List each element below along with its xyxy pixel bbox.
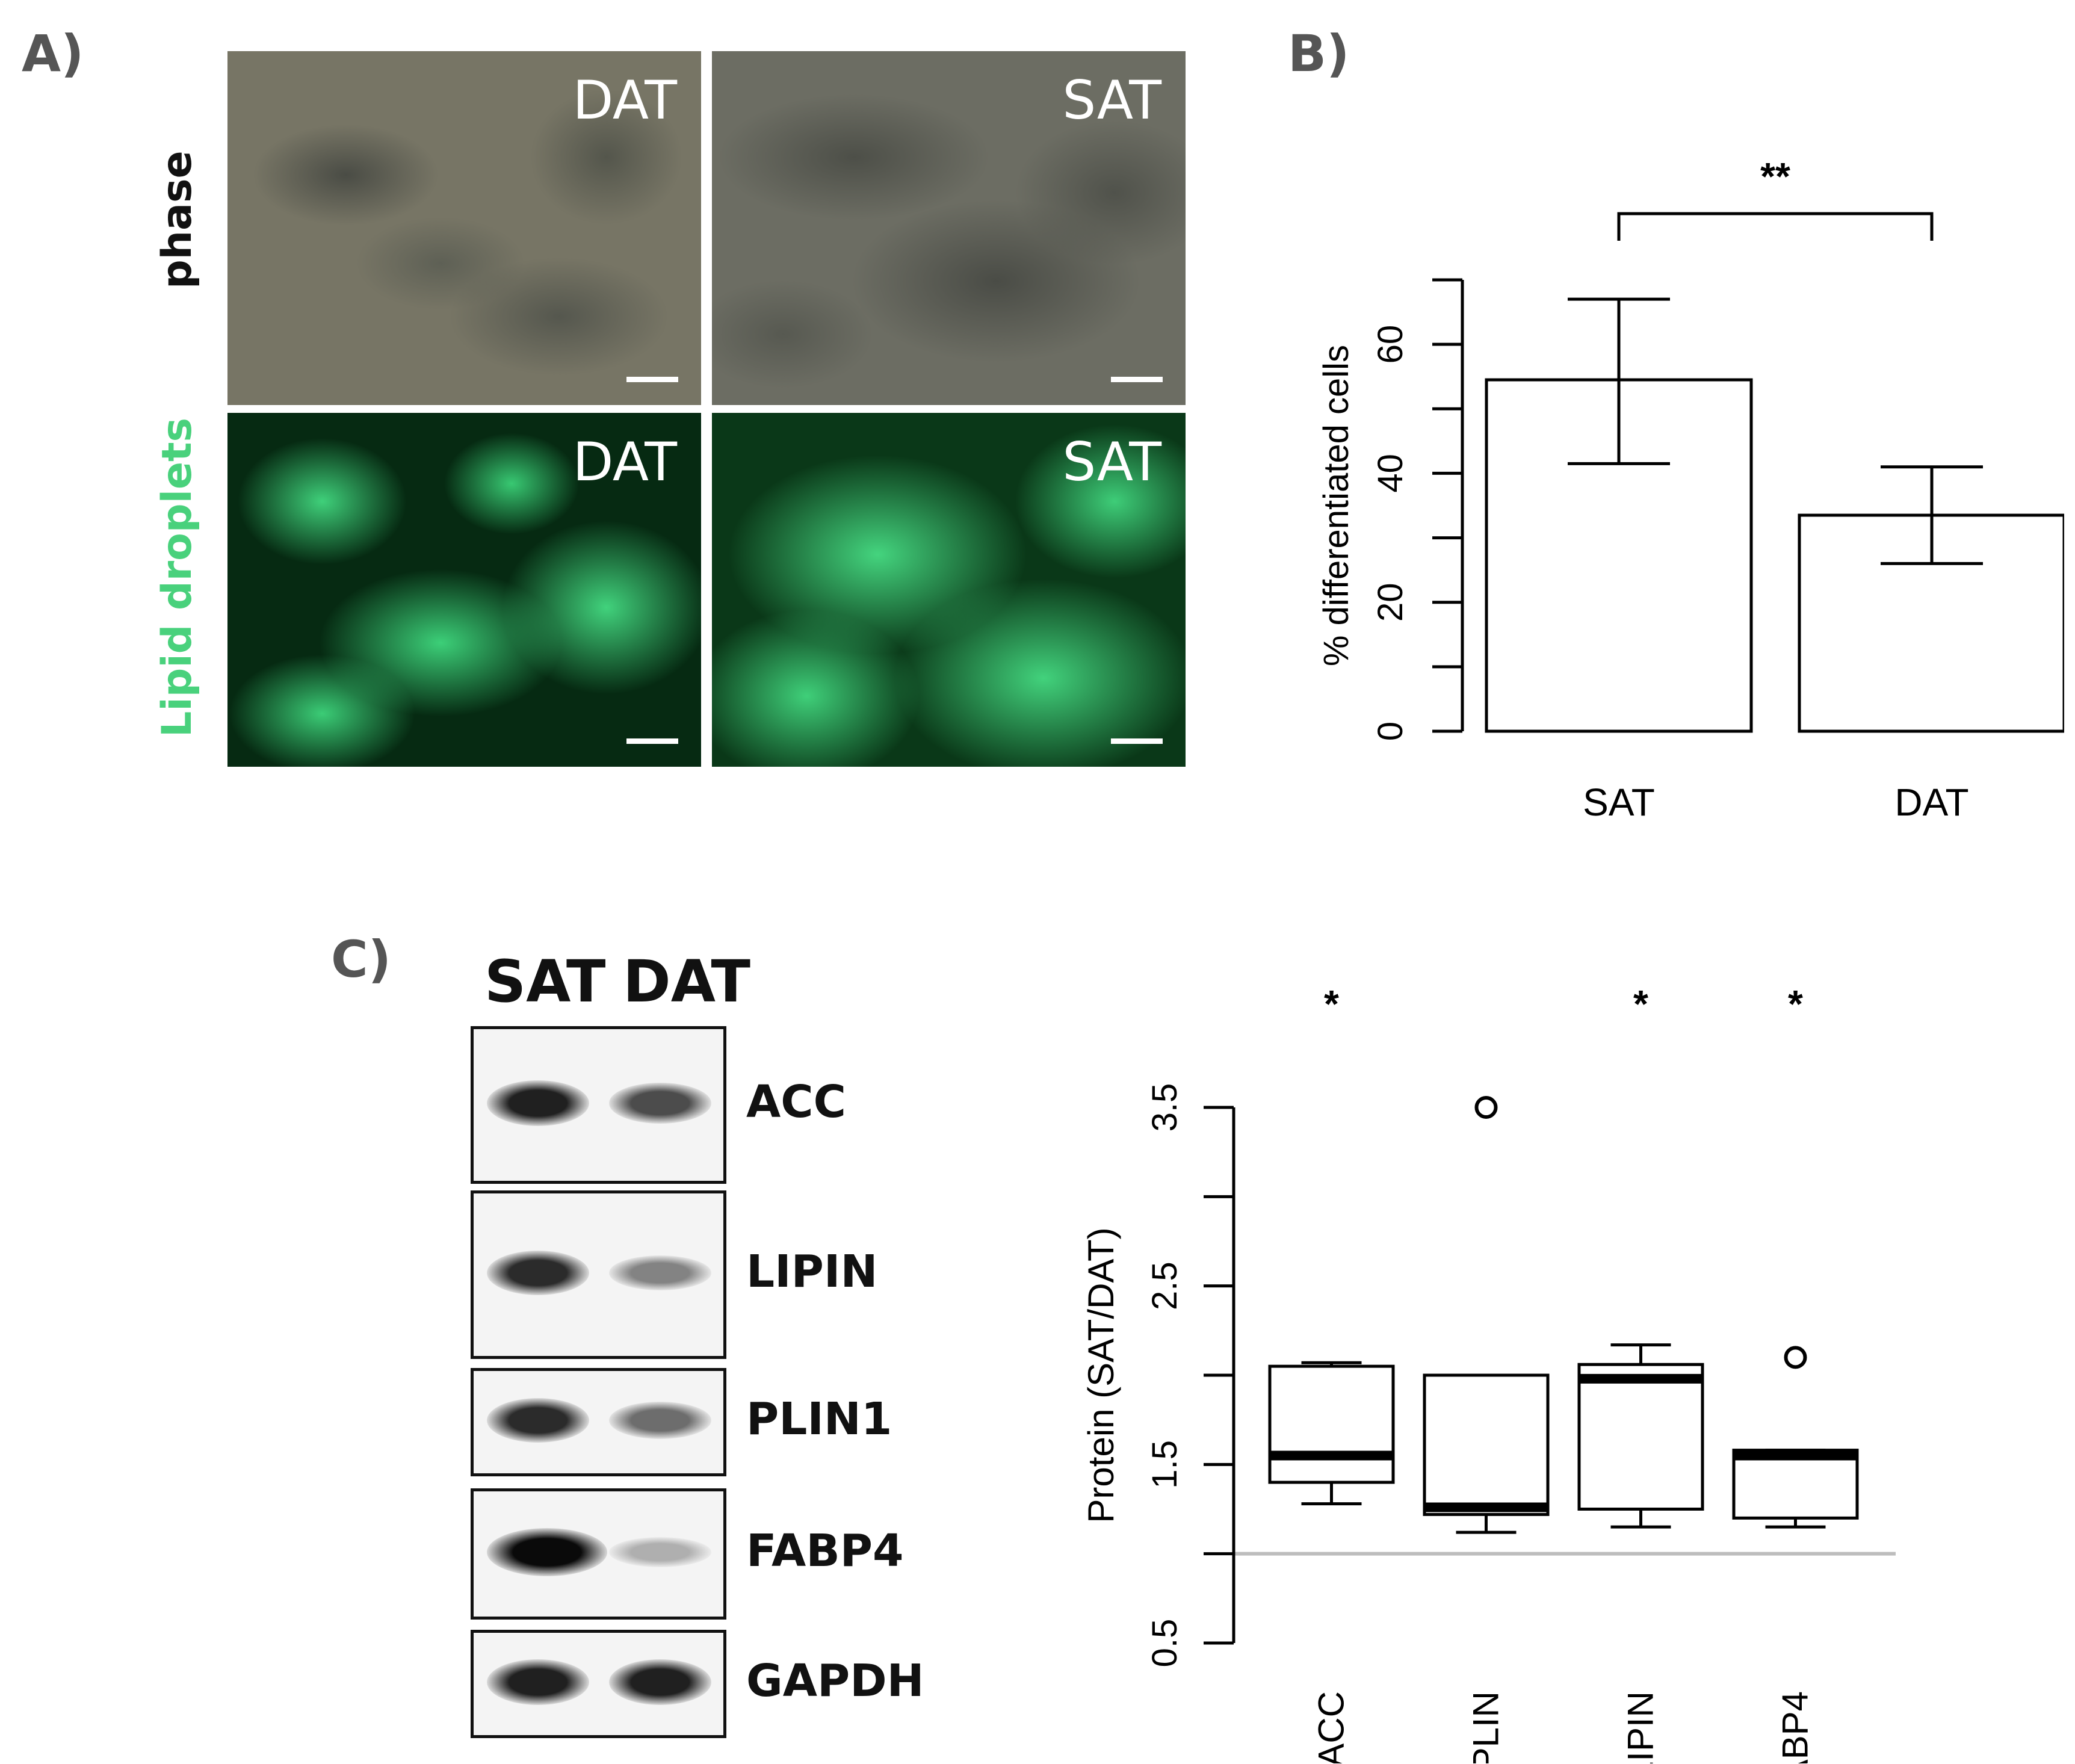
box-plot-c: 0.5 1.5 2.5 3.5 Protein (SAT/DAT) ACC * PLIN LIP… — [1081, 982, 1896, 1763]
scale-bar — [626, 377, 678, 382]
x-tick-label: DAT — [1894, 781, 1968, 824]
lane-label-dat: DAT — [623, 948, 751, 1015]
y-axis-title: % differentiated cells — [1317, 345, 1356, 666]
significance-mark: * — [1633, 982, 1648, 1026]
significance-mark: * — [1324, 982, 1339, 1026]
y-tick-label: 20 — [1371, 583, 1410, 622]
significance-mark: ** — [1760, 155, 1790, 198]
band-dat — [609, 1402, 711, 1439]
blot-label: FABP4 — [746, 1525, 904, 1577]
band-sat — [487, 1080, 589, 1126]
blot-label: LIPIN — [746, 1246, 878, 1298]
band-sat — [487, 1251, 589, 1295]
blot-label: GAPDH — [746, 1655, 924, 1707]
micrograph-tag: SAT — [1062, 69, 1161, 131]
row-label-phase: phase — [153, 150, 201, 289]
micrograph-phase-sat: SAT — [712, 51, 1186, 405]
bar-chart-b: 0 20 40 60 % differentiated cells SAT DAT ** — [1317, 155, 2064, 824]
y-tick-label: 3.5 — [1145, 1083, 1184, 1132]
x-tick-label: ACC — [1311, 1691, 1352, 1763]
blot-acc — [471, 1026, 726, 1184]
y-tick-label: 0.5 — [1145, 1619, 1184, 1668]
blot-label: PLIN1 — [746, 1393, 892, 1445]
band-dat — [609, 1255, 711, 1290]
x-tick-label: FABP4 — [1775, 1691, 1816, 1763]
y-tick-label: 40 — [1371, 454, 1410, 493]
outlier-point — [1474, 1096, 1498, 1119]
x-tick-label: PLIN — [1466, 1691, 1506, 1763]
scale-bar — [1111, 377, 1163, 382]
panel-b-label: B) — [1288, 24, 1350, 83]
band-dat — [609, 1659, 711, 1705]
y-tick-label: 0 — [1371, 722, 1410, 741]
box-plin — [1423, 1373, 1550, 1516]
y-tick-label: 60 — [1371, 325, 1410, 364]
micrograph-lipid-sat: SAT — [712, 413, 1186, 767]
lane-label-sat: SAT — [484, 948, 606, 1015]
micrograph-phase-dat: DAT — [227, 51, 701, 405]
band-sat — [487, 1398, 589, 1443]
significance-bracket — [1617, 212, 1934, 241]
scale-bar — [1111, 738, 1163, 744]
row-label-lipid-droplets: Lipid droplets — [153, 418, 201, 737]
panel-c-label: C) — [331, 930, 392, 989]
band-dat — [609, 1537, 711, 1567]
outlier-point — [1784, 1346, 1807, 1369]
box-lipin — [1577, 1363, 1704, 1511]
micrograph-tag: DAT — [572, 431, 677, 493]
box-acc — [1268, 1364, 1395, 1484]
micrograph-tag: DAT — [572, 69, 677, 131]
micrograph-lipid-dat: DAT — [227, 413, 701, 767]
blot-label: ACC — [746, 1076, 846, 1128]
blot-gapdh — [471, 1630, 726, 1738]
x-tick-label: SAT — [1583, 781, 1655, 824]
y-tick-label: 2.5 — [1145, 1261, 1184, 1310]
box-fabp4 — [1732, 1449, 1859, 1520]
band-sat — [487, 1528, 607, 1576]
blot-lipin — [471, 1190, 726, 1359]
band-dat — [609, 1083, 711, 1124]
y-axis-title: Protein (SAT/DAT) — [1081, 1227, 1121, 1523]
blot-plin1 — [471, 1368, 726, 1476]
panel-a-label: A) — [22, 24, 84, 83]
x-tick-label: LIPIN — [1621, 1691, 1661, 1763]
blot-fabp4 — [471, 1488, 726, 1620]
y-tick-label: 1.5 — [1145, 1440, 1184, 1489]
micrograph-tag: SAT — [1062, 431, 1161, 493]
scale-bar — [626, 738, 678, 744]
significance-mark: * — [1788, 982, 1803, 1026]
band-sat — [487, 1659, 589, 1705]
